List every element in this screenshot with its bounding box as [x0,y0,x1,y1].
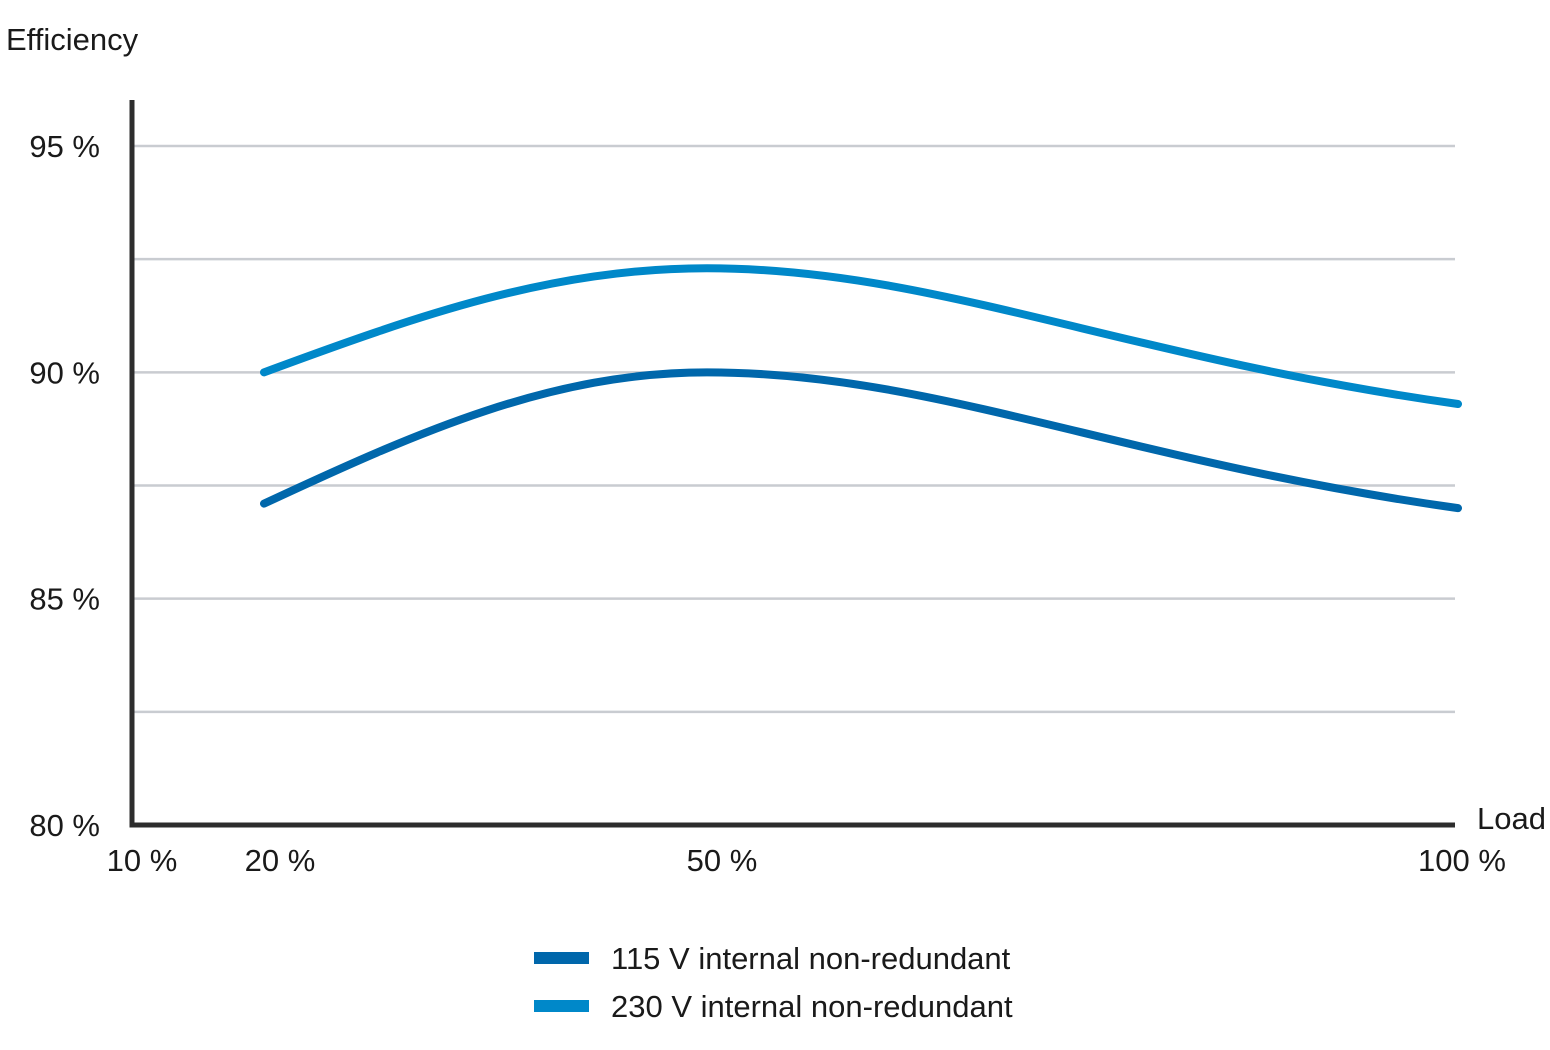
legend-label-1: 115 V internal non-redundant [611,941,1011,976]
series-line-1 [260,368,1462,513]
series-lines [260,264,1462,513]
x-axis-title: Load [1477,801,1546,836]
y-axis-title: Efficiency [6,22,139,57]
y-tick-label: 95 % [29,129,100,164]
x-tick-label: 100 % [1418,843,1506,878]
y-tick-label: 85 % [29,582,100,617]
x-tick-label: 10 % [107,843,178,878]
y-tick-label: 90 % [29,355,100,390]
x-tick-label: 50 % [687,843,758,878]
legend-label-2: 230 V internal non-redundant [611,989,1013,1024]
legend-swatch-2 [534,1000,589,1012]
legend: 115 V internal non-redundant 230 V intern… [534,941,1013,1024]
x-tick-label: 20 % [245,843,316,878]
y-tick-labels: 80 % 85 % 90 % 95 % [29,129,100,843]
legend-swatch-1 [534,952,589,964]
gridlines [132,144,1455,714]
y-tick-label: 80 % [29,808,100,843]
series-line-2 [260,264,1462,409]
x-tick-labels: 10 % 20 % 50 % 100 % [107,843,1506,878]
